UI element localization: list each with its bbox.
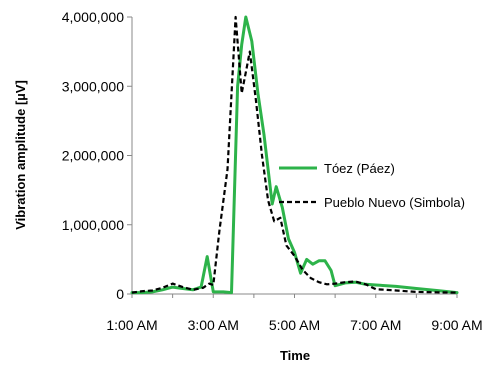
chart-axes: 0 1,000,000 2,000,000 3,000,000 4,000,000 1:0…: [62, 9, 483, 333]
y-tick-label: 3,000,000: [62, 78, 124, 94]
x-tick-label: 7:00 AM: [350, 317, 401, 333]
x-tick-label: 5:00 AM: [269, 317, 320, 333]
chart-legend: Tóez (Páez) Pueblo Nuevo (Simbola): [279, 161, 465, 210]
legend-label: Tóez (Páez): [324, 161, 395, 176]
y-tick-label: 0: [116, 286, 124, 302]
y-axis-title: Vibration amplitude [µV]: [13, 80, 28, 230]
legend-label: Pueblo Nuevo (Simbola): [324, 195, 465, 210]
series-line-pueblo-nuevo-simbola: [131, 15, 458, 294]
y-tick-label: 4,000,000: [62, 9, 124, 25]
x-tick-label: 9:00 AM: [431, 317, 482, 333]
y-tick-label: 2,000,000: [62, 148, 124, 164]
x-tick-label: 1:00 AM: [106, 317, 157, 333]
series-line-toez-paez: [130, 15, 459, 295]
y-tick-label: 1,000,000: [62, 217, 124, 233]
chart-series: [130, 15, 459, 295]
x-axis-title: Time: [280, 348, 310, 363]
x-tick-label: 3:00 AM: [188, 317, 239, 333]
